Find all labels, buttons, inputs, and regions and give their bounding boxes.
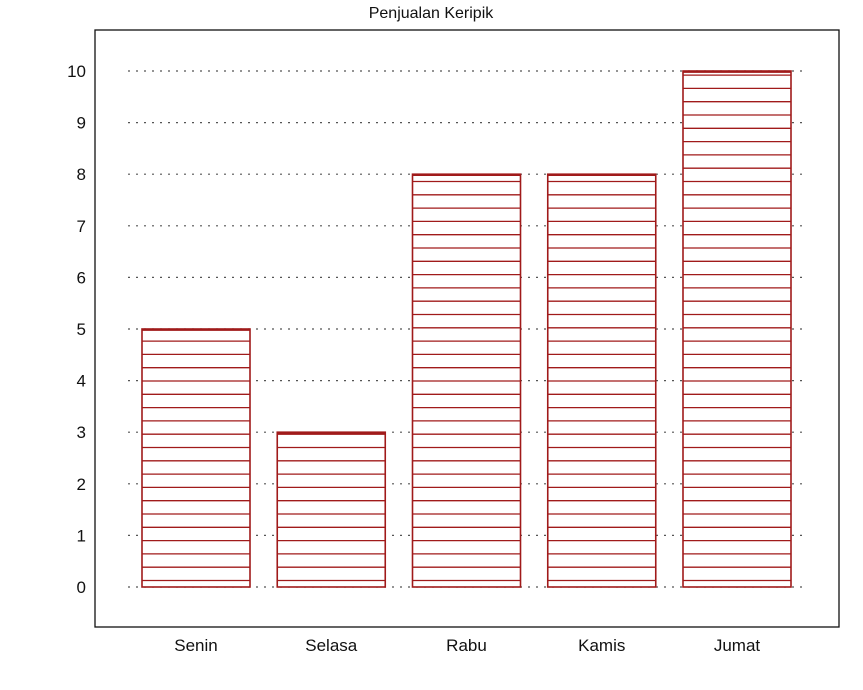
y-tick-label: 0 <box>77 578 86 597</box>
y-tick-label: 9 <box>77 114 86 133</box>
plot-area-frame <box>94 29 840 628</box>
x-tick-label: Jumat <box>714 636 761 655</box>
bar <box>141 328 251 588</box>
y-tick-label: 2 <box>77 475 86 494</box>
x-tick-label: Kamis <box>578 636 625 655</box>
y-tick-label: 3 <box>77 423 86 442</box>
y-tick-label: 8 <box>77 165 86 184</box>
x-tick-label: Rabu <box>446 636 487 655</box>
bar <box>276 431 387 588</box>
y-tick-label: 4 <box>77 372 86 391</box>
chart-title: Penjualan Keripik <box>369 5 495 22</box>
y-tick-label: 1 <box>77 526 86 545</box>
x-tick-label: Selasa <box>305 636 358 655</box>
y-tick-label: 7 <box>77 217 86 236</box>
bars <box>141 70 792 588</box>
y-tick-label: 5 <box>77 320 86 339</box>
y-axis-ticks: 0 1 2 3 4 5 6 7 8 9 10 <box>67 62 86 597</box>
x-tick-label: Senin <box>174 636 217 655</box>
y-tick-label: 10 <box>67 62 86 81</box>
bar <box>682 70 792 588</box>
bar <box>546 173 657 588</box>
bar <box>411 173 522 588</box>
y-tick-label: 6 <box>77 268 86 287</box>
x-axis-ticks: Senin Selasa Rabu Kamis Jumat <box>174 636 760 655</box>
